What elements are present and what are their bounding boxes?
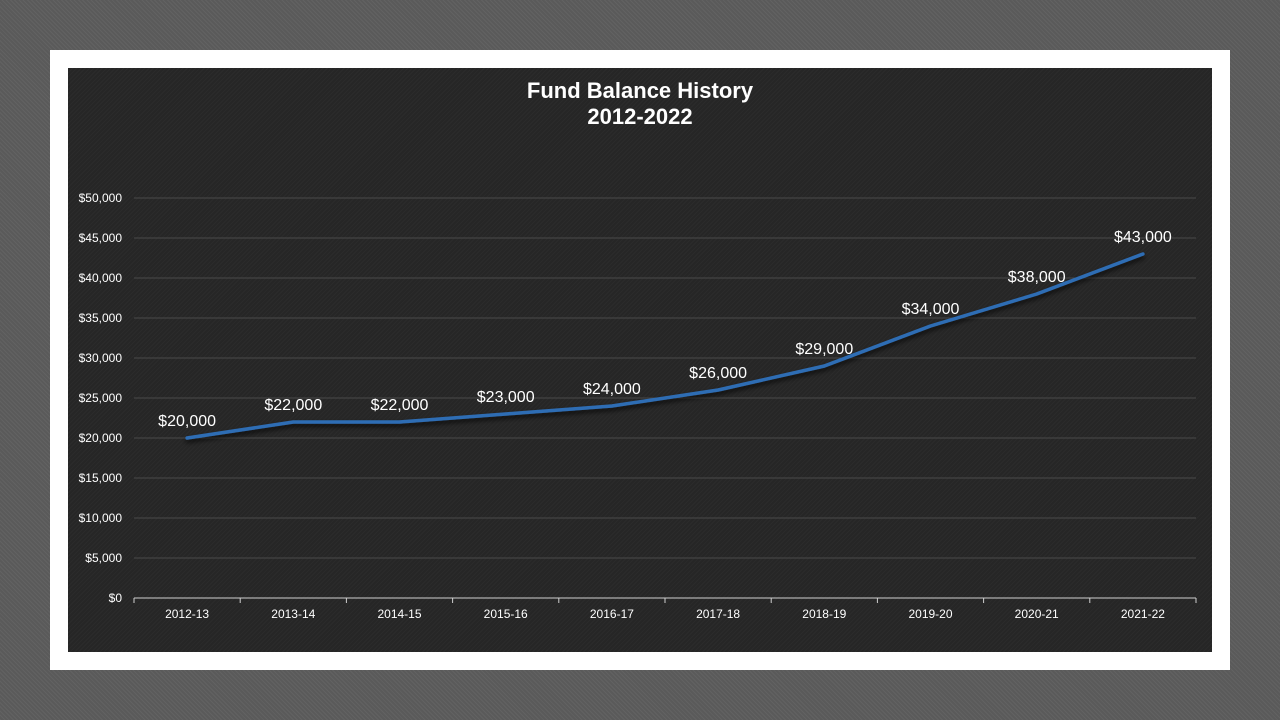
series-line <box>185 252 1145 440</box>
x-tick-label: 2013-14 <box>271 607 315 621</box>
data-point <box>504 412 508 416</box>
x-tick-label: 2014-15 <box>377 607 421 621</box>
data-label: $23,000 <box>477 389 535 406</box>
x-tick-label: 2015-16 <box>484 607 528 621</box>
y-tick-label: $10,000 <box>79 511 123 525</box>
y-tick-label: $40,000 <box>79 271 123 285</box>
data-point <box>1035 292 1039 296</box>
y-tick-label: $25,000 <box>79 391 123 405</box>
chart-title-line2: 2012-2022 <box>587 104 693 129</box>
x-tick-label: 2019-20 <box>908 607 952 621</box>
data-point <box>929 324 932 328</box>
data-point <box>398 420 401 424</box>
y-tick-label: $50,000 <box>79 191 123 205</box>
x-tick-label: 2020-21 <box>1015 607 1059 621</box>
data-point <box>1141 252 1145 256</box>
data-point <box>185 436 189 440</box>
y-tick-label: $20,000 <box>79 431 123 445</box>
x-tick-label: 2016-17 <box>590 607 634 621</box>
y-tick-label: $0 <box>109 591 123 605</box>
data-label: $22,000 <box>264 397 322 414</box>
data-point <box>716 388 720 392</box>
data-label: $34,000 <box>902 301 960 318</box>
data-label: $26,000 <box>689 365 747 382</box>
x-tick-label: 2021-22 <box>1121 607 1165 621</box>
data-point <box>822 364 826 368</box>
y-tick-label: $5,000 <box>85 551 122 565</box>
data-label: $43,000 <box>1114 229 1172 246</box>
data-label: $38,000 <box>1008 269 1066 286</box>
data-label: $22,000 <box>371 397 429 414</box>
y-tick-label: $15,000 <box>79 471 123 485</box>
y-tick-label: $35,000 <box>79 311 123 325</box>
data-label: $24,000 <box>583 381 641 398</box>
x-tick-label: 2018-19 <box>802 607 846 621</box>
y-tick-label: $30,000 <box>79 351 123 365</box>
data-label: $20,000 <box>158 413 216 430</box>
x-tick-label: 2012-13 <box>165 607 209 621</box>
data-point <box>610 404 614 408</box>
chart-title: Fund Balance History 2012-2022 <box>0 78 1280 130</box>
slide-frame <box>50 50 1230 670</box>
chart-panel <box>68 68 1212 652</box>
x-tick-label: 2017-18 <box>696 607 740 621</box>
data-label: $29,000 <box>795 341 853 358</box>
chart-title-line1: Fund Balance History <box>526 78 754 103</box>
y-tick-label: $45,000 <box>79 231 123 245</box>
data-point <box>291 420 295 424</box>
